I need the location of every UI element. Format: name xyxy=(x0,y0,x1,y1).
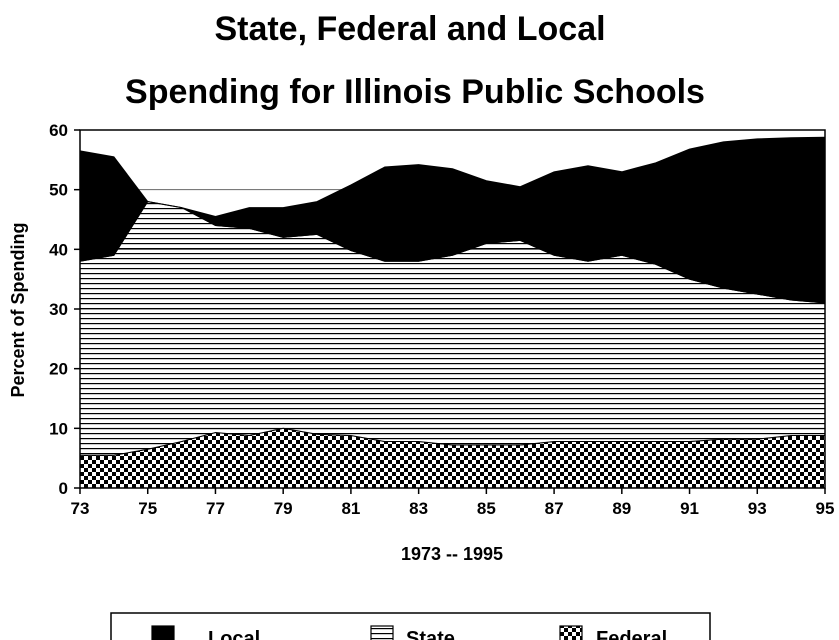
x-tick-label: 89 xyxy=(612,499,631,518)
legend-swatch-state xyxy=(370,625,394,640)
x-tick-label: 93 xyxy=(748,499,767,518)
x-tick-label: 73 xyxy=(71,499,90,518)
y-tick-label: 0 xyxy=(59,479,68,498)
x-tick-label: 79 xyxy=(274,499,293,518)
x-tick-label: 81 xyxy=(341,499,360,518)
chart-title-line2: Spending for Illinois Public Schools xyxy=(125,73,705,111)
x-tick-label: 83 xyxy=(409,499,428,518)
x-tick-label: 75 xyxy=(138,499,157,518)
legend-label-federal: Federal xyxy=(596,628,667,640)
plot-area: 0 10 20 30 40 50 60 73 75 77 79 81 83 85 87 89 91 93 95 xyxy=(49,121,834,518)
legend: Local State Federal xyxy=(110,612,711,640)
y-tick-label: 50 xyxy=(49,181,68,200)
y-tick-label: 40 xyxy=(49,240,68,259)
x-tick-label: 87 xyxy=(545,499,564,518)
y-tick-label: 20 xyxy=(49,360,68,379)
x-tick-label: 85 xyxy=(477,499,496,518)
x-tick-label: 77 xyxy=(206,499,225,518)
y-tick-label: 10 xyxy=(49,419,68,438)
legend-frame xyxy=(110,612,711,640)
legend-label-local: Local xyxy=(208,628,260,640)
y-tick-label: 30 xyxy=(49,300,68,319)
x-tick-label: 91 xyxy=(680,499,699,518)
chart-title-line1: State, Federal and Local xyxy=(214,10,605,48)
x-tick-label: 95 xyxy=(816,499,835,518)
legend-swatch-federal xyxy=(559,625,583,640)
legend-swatch-local xyxy=(151,625,175,640)
y-tick-label: 60 xyxy=(49,121,68,140)
x-axis-label: 1973 -- 1995 xyxy=(401,544,503,564)
y-axis-label: Percent of Spending xyxy=(8,222,28,397)
legend-label-state: State xyxy=(406,628,455,640)
